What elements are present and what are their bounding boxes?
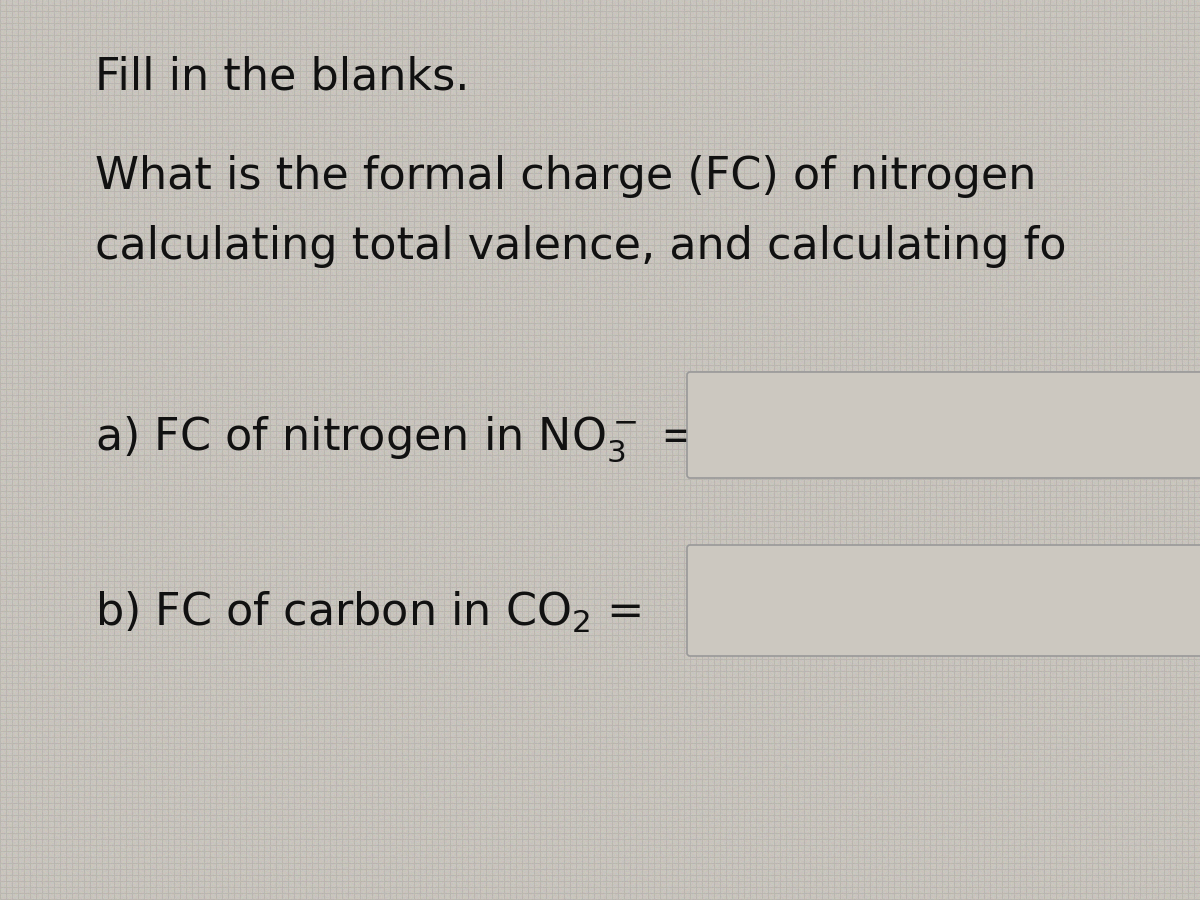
Text: a) FC of nitrogen in $\mathregular{NO_3^-}$ =: a) FC of nitrogen in $\mathregular{NO_3^… bbox=[95, 415, 695, 464]
Text: What is the formal charge (FC) of nitrogen: What is the formal charge (FC) of nitrog… bbox=[95, 155, 1037, 198]
FancyBboxPatch shape bbox=[686, 545, 1200, 656]
FancyBboxPatch shape bbox=[686, 372, 1200, 478]
Text: calculating total valence, and calculating fo: calculating total valence, and calculati… bbox=[95, 225, 1067, 268]
Text: Fill in the blanks.: Fill in the blanks. bbox=[95, 55, 469, 98]
Text: b) FC of carbon in $\mathregular{CO_2}$ =: b) FC of carbon in $\mathregular{CO_2}$ … bbox=[95, 590, 642, 635]
